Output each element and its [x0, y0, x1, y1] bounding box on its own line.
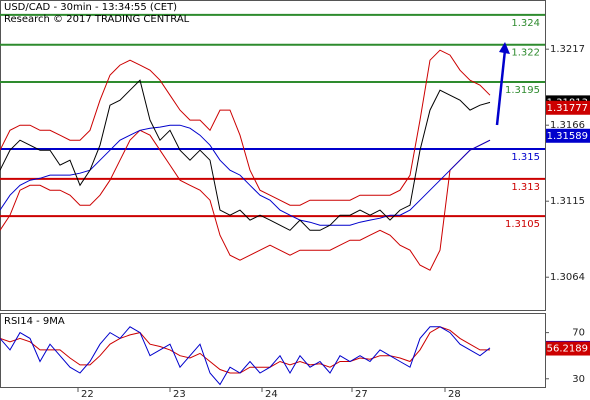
- series-line: [0, 326, 490, 374]
- price-tag: [546, 100, 590, 115]
- price-panel: [0, 0, 546, 311]
- level-label: 1.322: [511, 48, 540, 59]
- x-tick-label: 28: [448, 389, 461, 400]
- x-tick-label: 23: [173, 389, 186, 400]
- price-tag: [546, 341, 590, 356]
- y-tick-label: 30: [572, 374, 585, 385]
- level-label: 1.313: [511, 182, 540, 193]
- level-label: 1.324: [511, 18, 540, 29]
- plot-layer: 1.3064 1.3115 1.3166 1.3217 22 23 24 27 28 1.324 1…: [0, 13, 590, 400]
- x-tick-label: 27: [355, 389, 368, 400]
- y-tick-label: 70: [572, 328, 585, 339]
- price-tag-label: 1.31589: [547, 131, 588, 142]
- rsi-title: RSI14 - 9MA: [4, 316, 65, 327]
- price-tag: [546, 128, 590, 143]
- series-line: [0, 129, 491, 271]
- price-tag-label: 56.2189: [547, 344, 588, 355]
- rsi-panel: [0, 313, 546, 388]
- level-label: 1.3195: [505, 85, 540, 96]
- level-label: 1.315: [511, 152, 540, 163]
- series-line: [0, 79, 491, 231]
- y-tick-label: 1.3064: [550, 272, 585, 283]
- forecast-arrow: [495, 49, 507, 126]
- chart-title: USD/CAD - 30min - 13:34:55 (CET): [4, 2, 177, 13]
- series-line: [0, 326, 491, 386]
- x-tick-label: 24: [265, 389, 278, 400]
- level-label: 1.3105: [505, 219, 540, 230]
- chart-subtitle: Research © 2017 TRADING CENTRAL: [4, 14, 190, 25]
- x-tick-label: 22: [81, 389, 94, 400]
- series-line: [0, 124, 491, 226]
- forecast-arrowhead: [499, 42, 510, 54]
- price-tag-label: 1.31777: [547, 103, 588, 114]
- y-tick-label: 1.3166: [550, 120, 585, 131]
- y-tick-label: 1.3115: [550, 196, 585, 207]
- y-tick-label: 1.3217: [550, 44, 585, 55]
- series-line: [0, 49, 491, 206]
